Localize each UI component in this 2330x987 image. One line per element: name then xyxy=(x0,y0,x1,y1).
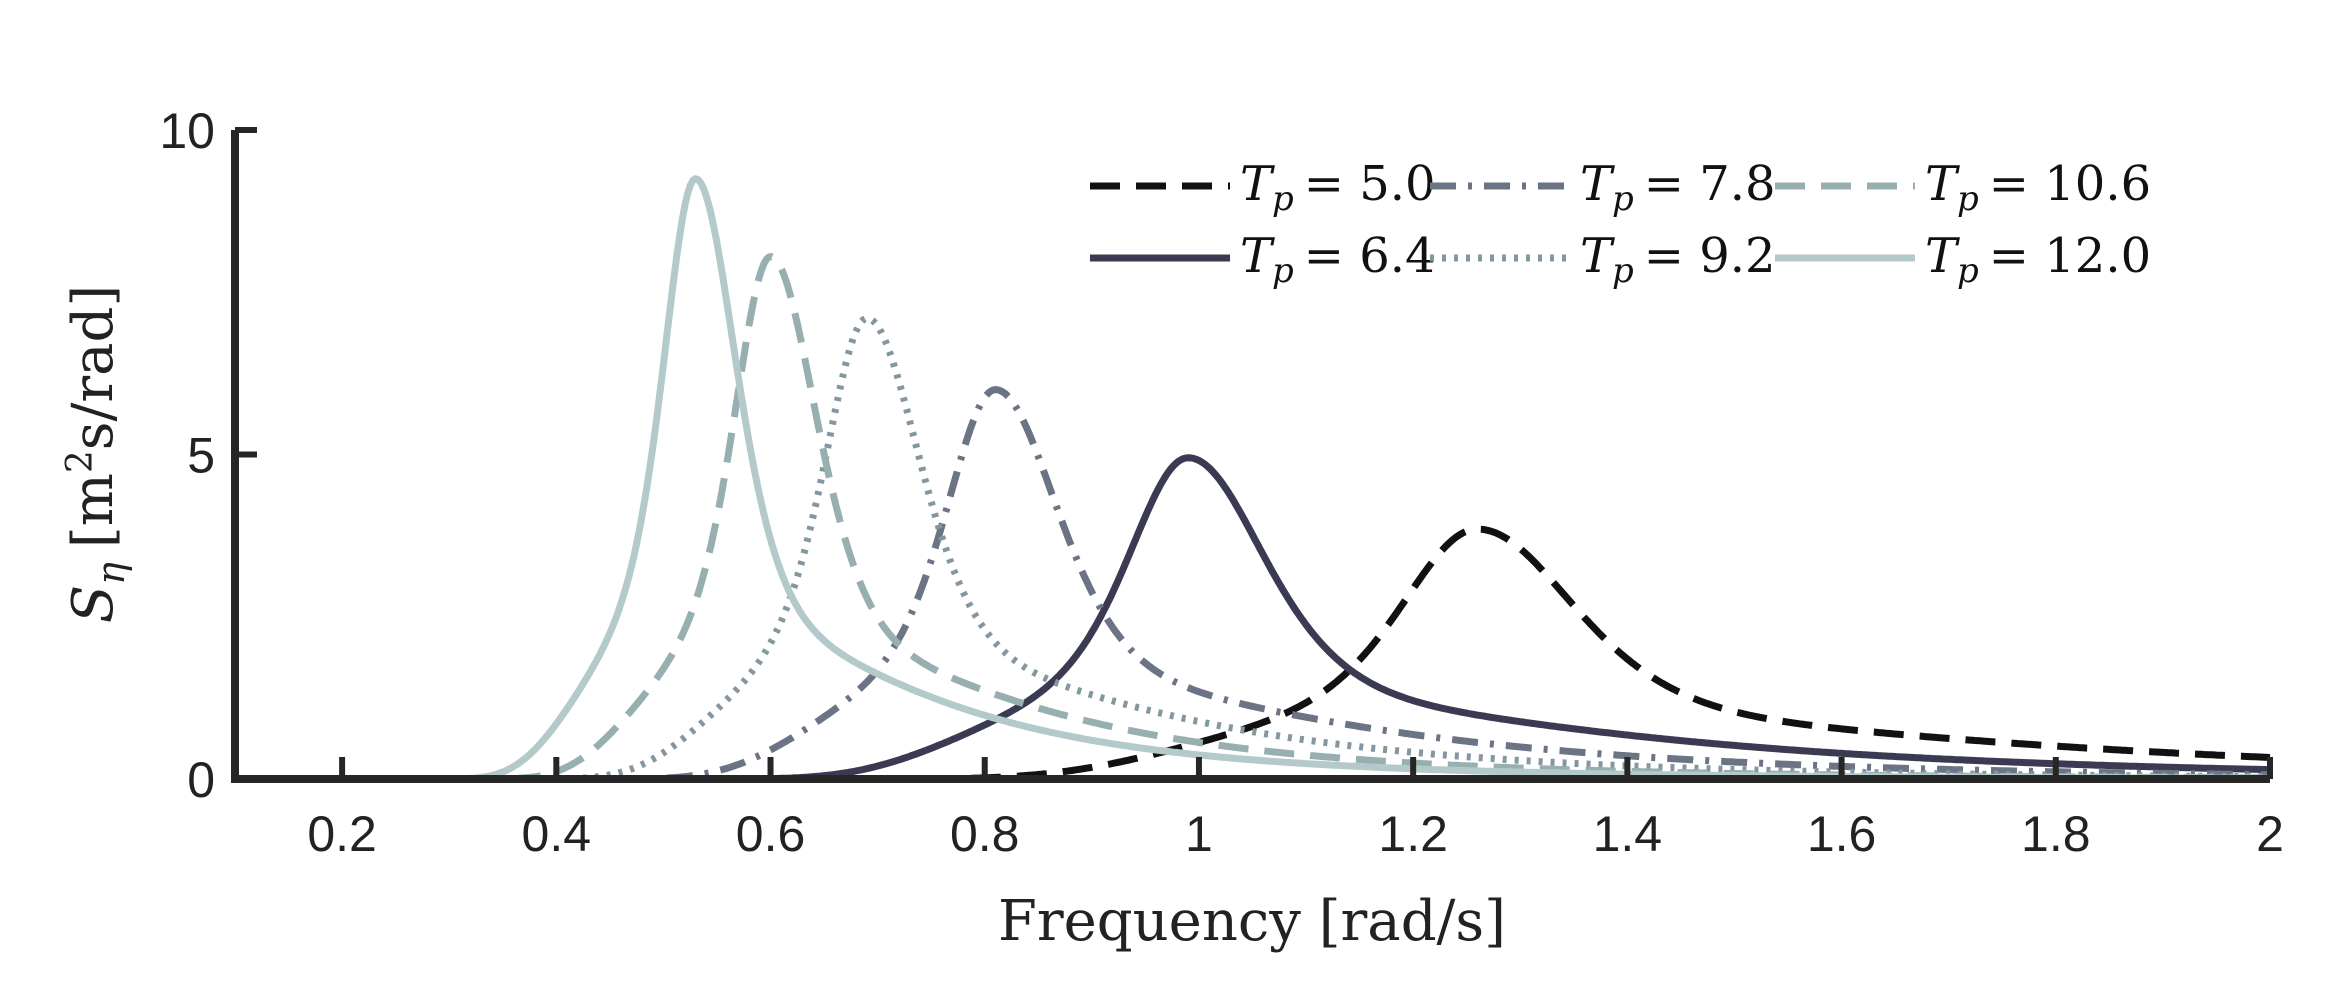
legend-label: Tp = 12.0 xyxy=(1925,228,2151,291)
y-tick-label: 0 xyxy=(187,752,215,808)
legend-label: Tp = 7.8 xyxy=(1580,156,1776,219)
x-tick-label: 1 xyxy=(1185,806,1213,862)
x-tick-label: 1.2 xyxy=(1378,806,1448,862)
x-tick-label: 1.4 xyxy=(1593,806,1663,862)
x-tick-label: 0.8 xyxy=(950,806,1020,862)
y-axis-title-unit-b: s/rad] xyxy=(61,285,126,450)
x-axis-title: Frequency [rad/s] xyxy=(998,889,1506,954)
y-axis-title: Sη [m2s/rad] xyxy=(60,285,133,623)
legend-label: Tp = 9.2 xyxy=(1580,228,1776,291)
x-tick-label: 2 xyxy=(2256,806,2284,862)
x-tick-label: 0.4 xyxy=(522,806,592,862)
ticks: 0.2 0.4 0.6 0.8 1 1.2 1.4 1.6 1.8 2 0 5 10 xyxy=(159,103,2284,862)
y-tick-label: 10 xyxy=(159,103,215,159)
series-line xyxy=(234,386,2271,783)
y-axis-title-base: S xyxy=(61,585,126,623)
series-line xyxy=(234,253,2271,783)
legend: Tp = 5.0 Tp = 6.4 Tp = 7.8 Tp = 9.2 Tp = 10.6 Tp = … xyxy=(1090,156,2151,291)
legend-label: Tp = 5.0 xyxy=(1240,156,1436,219)
x-tick-label: 1.8 xyxy=(2021,806,2091,862)
y-axis-title-sup: 2 xyxy=(60,450,101,473)
legend-label: Tp = 6.4 xyxy=(1240,228,1436,291)
y-tick-label: 5 xyxy=(187,428,215,484)
x-tick-label: 1.6 xyxy=(1807,806,1877,862)
x-tick-label: 0.2 xyxy=(307,806,377,862)
x-tick-label: 0.6 xyxy=(736,806,806,862)
y-axis-title-unit-a: [m xyxy=(61,473,126,548)
y-axis-title-sub: η xyxy=(89,562,133,585)
legend-label: Tp = 10.6 xyxy=(1925,156,2151,219)
